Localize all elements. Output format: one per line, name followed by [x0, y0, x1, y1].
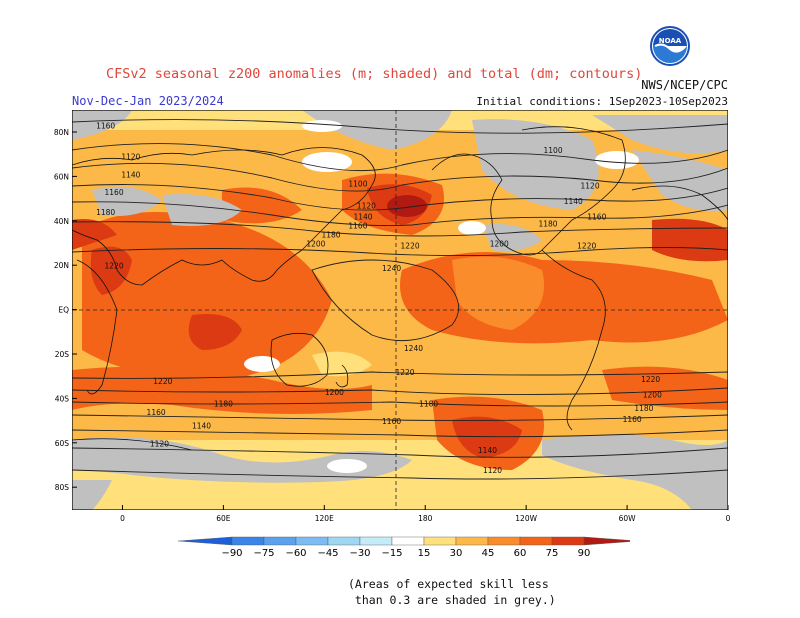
contour-label: 1120 [150, 439, 169, 448]
contour-label: 1100 [348, 179, 367, 188]
lon-tick-label: 120E [315, 514, 334, 523]
contour-label: 1200 [643, 390, 662, 399]
contour-label: 1180 [419, 399, 438, 408]
contour-label: 1140 [564, 197, 583, 206]
contour-label: 1180 [214, 399, 233, 408]
contour-label: 1220 [153, 377, 172, 386]
colorbar-swatch [231, 536, 265, 546]
contour-label: 1160 [623, 415, 642, 424]
lat-tick-label: 20N [54, 261, 69, 270]
noaa-logo-text: NOAA [659, 37, 682, 45]
contour-label: 1100 [544, 146, 563, 155]
contour-label: 1140 [192, 422, 211, 431]
contour-label: 1180 [96, 208, 115, 217]
contour-label: 1220 [641, 375, 660, 384]
colorbar-tick-label: −90 [221, 548, 242, 559]
latitude-ticks: 80N 60N 40N 20N EQ 20S 40S 60S 80S [54, 128, 77, 492]
contour-label: 1200 [306, 239, 325, 248]
lat-tick-label: 40S [55, 394, 70, 403]
colorbar-tick-label: 30 [450, 548, 463, 559]
contour-label: 1160 [348, 222, 367, 231]
lon-tick-label: 60W [619, 514, 637, 523]
lat-tick-label: 80S [55, 483, 70, 492]
lat-tick-label: 20S [55, 350, 70, 359]
colorbar-tick-label: 45 [482, 548, 495, 559]
contour-label: 1160 [105, 188, 124, 197]
contour-label: 1240 [404, 344, 423, 353]
longitude-ticks: 0 60E 120E 180 120W 60W 0 [120, 505, 731, 523]
colorbar-swatch [583, 536, 630, 546]
map-axes: 80N 60N 40N 20N EQ 20S 40S 60S 80S 0 60E 120E 180 12… [54, 128, 731, 523]
contour-label: 1120 [121, 153, 140, 162]
contour-label: 1160 [382, 417, 401, 426]
lat-tick-label: 40N [54, 217, 69, 226]
contour-label: 1120 [357, 202, 376, 211]
contour-label: 1200 [325, 388, 344, 397]
colorbar-swatch [423, 536, 457, 546]
contour-label: 1160 [587, 213, 606, 222]
contour-label: 1140 [353, 213, 372, 222]
colorbar-swatch [359, 536, 393, 546]
agency-label: NWS/NCEP/CPC [641, 78, 728, 92]
contour-labels: 1160112011401160118012201100112011401160… [96, 122, 662, 475]
colorbar-tick-label: −30 [349, 548, 370, 559]
lat-tick-label: EQ [58, 306, 69, 315]
contour-label: 1220 [105, 262, 124, 271]
contour-label: 1180 [321, 230, 340, 239]
contour-label: 1180 [634, 404, 653, 413]
lon-tick-label: 0 [120, 514, 125, 523]
total-height-contours [72, 119, 728, 480]
colorbar-swatch [327, 536, 361, 546]
coastlines [72, 126, 728, 451]
colorbar-swatch [551, 536, 585, 546]
lat-tick-label: 80N [54, 128, 69, 137]
colorbar-tick-label: −75 [253, 548, 274, 559]
colorbar-tick-label: 15 [418, 548, 431, 559]
colorbar-swatch [519, 536, 553, 546]
contour-label: 1220 [401, 242, 420, 251]
anomaly-colorbar: −90 −75 −60 −45 −30 −15 15 30 45 60 75 90 [177, 536, 630, 559]
contour-label: 1140 [478, 446, 497, 455]
colorbar-tick-label: 60 [514, 548, 527, 559]
colorbar-tick-label: −45 [317, 548, 338, 559]
colorbar-tick-label: −60 [285, 548, 306, 559]
lon-tick-label: 60E [216, 514, 231, 523]
colorbar-tick-label: −15 [381, 548, 402, 559]
lon-tick-label: 0 [726, 514, 731, 523]
colorbar-swatch [487, 536, 521, 546]
colorbar-swatch [455, 536, 489, 546]
colorbar-swatch [177, 536, 233, 546]
chart-title: CFSv2 seasonal z200 anomalies (m; shaded… [106, 66, 643, 82]
colorbar-tick-label: 90 [578, 548, 591, 559]
contour-label: 1240 [382, 264, 401, 273]
colorbar-tick-label: 75 [546, 548, 559, 559]
colorbar-swatch [263, 536, 297, 546]
initial-conditions: Initial conditions: 1Sep2023-10Sep2023 [476, 95, 728, 108]
anomaly-map: 1160112011401160118012201100112011401160… [72, 110, 728, 510]
contour-label: 1160 [96, 122, 115, 131]
contour-label: 1160 [147, 408, 166, 417]
skill-footnote: (Areas of expected skill less than 0.3 a… [348, 577, 556, 607]
noaa-logo: NOAA [650, 26, 690, 66]
colorbar-swatch [391, 536, 425, 546]
contour-label: 1180 [538, 219, 557, 228]
contour-label: 1220 [395, 368, 414, 377]
contour-label: 1200 [490, 239, 509, 248]
forecast-period: Nov-Dec-Jan 2023/2024 [72, 94, 224, 108]
contour-label: 1120 [581, 182, 600, 191]
lat-tick-label: 60S [55, 439, 70, 448]
contour-label: 1140 [121, 170, 140, 179]
colorbar-swatch [295, 536, 329, 546]
contour-label: 1220 [577, 242, 596, 251]
lon-tick-label: 180 [418, 514, 433, 523]
contour-label: 1120 [483, 466, 502, 475]
lat-tick-label: 60N [54, 172, 69, 181]
lon-tick-label: 120W [515, 514, 537, 523]
